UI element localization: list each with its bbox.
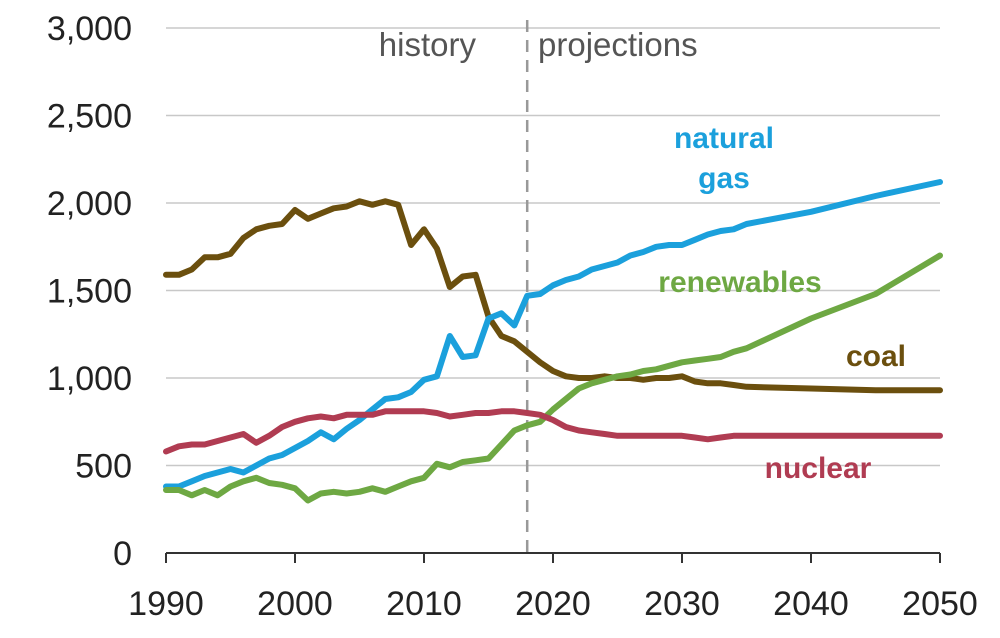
series-label-renewables: renewables: [658, 266, 821, 299]
series-label-line: nuclear: [765, 452, 872, 485]
x-tick-label: 2010: [386, 585, 462, 623]
series-label-line: coal: [846, 340, 906, 373]
series-line-natural-gas: [163, 179, 943, 490]
x-tick-label: 2030: [644, 585, 720, 623]
series-label-line: renewables: [658, 266, 821, 299]
y-tick-label: 1,000: [47, 360, 132, 398]
series-label-line: gas: [698, 162, 750, 195]
history-label: history: [379, 26, 477, 63]
y-tick-label: 2,000: [47, 185, 132, 223]
projections-label: projections: [538, 26, 698, 63]
y-tick-label: 2,500: [47, 98, 132, 136]
series-label-coal: coal: [846, 340, 906, 373]
y-tick-label: 0: [113, 535, 132, 573]
x-tick-label: 2020: [515, 585, 591, 623]
y-tick-label: 500: [75, 448, 132, 486]
series-line-coal: [163, 198, 943, 394]
x-tick-labels: 1990 2000 2010 2020 2030 2040 2050: [128, 585, 978, 623]
series-line-renewables: [163, 252, 943, 504]
gridlines: [166, 27, 940, 467]
series-labels: coal natural gas renewables nuclear: [658, 122, 906, 485]
x-tick-label: 2050: [902, 585, 978, 623]
x-tick-label: 1990: [128, 585, 204, 623]
series-label-natural-gas: natural gas: [674, 122, 774, 195]
y-tick-labels: 0 500 1,000 1,500 2,000 2,500 3,000: [47, 10, 132, 573]
axes: [165, 552, 941, 563]
y-tick-label: 1,500: [47, 273, 132, 311]
y-tick-label: 3,000: [47, 10, 132, 48]
series-lines: [163, 179, 943, 504]
series-label-line: natural: [674, 122, 774, 155]
series-line-nuclear: [163, 408, 943, 455]
x-tick-label: 2040: [773, 585, 849, 623]
x-tick-label: 2000: [257, 585, 333, 623]
series-label-nuclear: nuclear: [765, 452, 872, 485]
